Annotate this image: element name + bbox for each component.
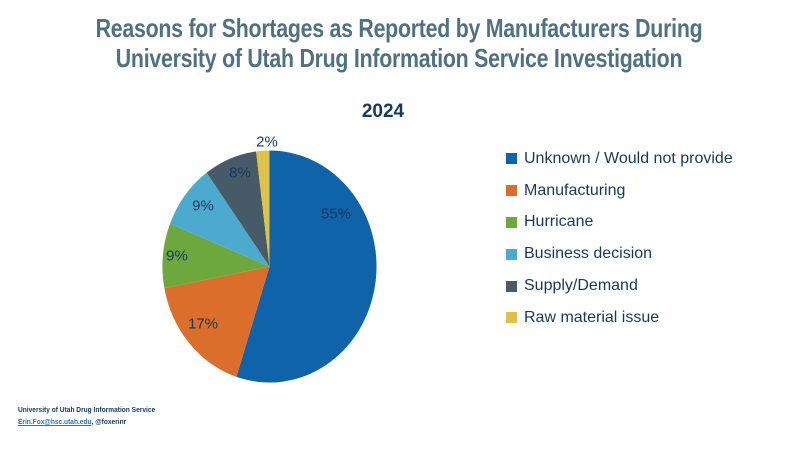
pie-slice-2 xyxy=(162,223,270,289)
legend-item-manufacturing: Manufacturing xyxy=(506,175,733,207)
pie-data-label-raw-material: 2% xyxy=(256,133,278,151)
pie-slice-0 xyxy=(236,150,377,383)
legend-swatch-raw-material xyxy=(506,312,517,324)
legend-item-business-decision: Business decision xyxy=(506,238,733,270)
legend-item-supply-demand: Supply/Demand xyxy=(506,270,733,302)
title-line-2: University of Utah Drug Information Serv… xyxy=(115,43,683,73)
legend-swatch-business-decision xyxy=(506,248,517,260)
footer-contact: Erin.Fox@hsc.utah.edu, @foxerinr xyxy=(18,416,155,428)
legend-label-raw-material: Raw material issue xyxy=(524,308,660,326)
chart-legend: Unknown / Would not provide Manufacturin… xyxy=(506,143,733,334)
footer-org-name: University of Utah Drug Information Serv… xyxy=(18,405,156,414)
pie-data-label-hurricane: 9% xyxy=(166,247,188,265)
email-link[interactable]: Erin.Fox@hsc.utah.edu xyxy=(18,417,92,426)
page-title: Reasons for Shortages as Reported by Man… xyxy=(72,13,726,73)
pie-data-label-manufacturing: 17% xyxy=(187,315,219,333)
chart-title-year: 2024 xyxy=(361,101,405,122)
legend-label-unknown: Unknown / Would not provide xyxy=(524,149,733,167)
pie-slice-5 xyxy=(256,150,270,267)
pie-slice-3 xyxy=(170,172,270,267)
legend-label-business-decision: Business decision xyxy=(524,245,653,263)
legend-swatch-unknown xyxy=(506,153,517,165)
pie-data-label-business-decision: 9% xyxy=(192,197,214,215)
pie-slice-1 xyxy=(164,266,270,377)
pie-data-label-unknown: 55% xyxy=(320,205,352,223)
legend-swatch-manufacturing xyxy=(506,185,517,197)
legend-label-supply-demand: Supply/Demand xyxy=(524,277,638,295)
footer-twitter-handle: , @foxerinr xyxy=(91,417,127,426)
legend-label-manufacturing: Manufacturing xyxy=(524,181,626,199)
pie-data-label-supply-demand: 8% xyxy=(229,164,251,182)
title-line-1: Reasons for Shortages as Reported by Man… xyxy=(95,13,703,43)
legend-item-unknown: Unknown / Would not provide xyxy=(506,143,733,175)
legend-item-hurricane: Hurricane xyxy=(506,207,733,239)
legend-swatch-supply-demand xyxy=(506,280,517,292)
pie-slice-4 xyxy=(206,151,270,267)
legend-item-raw-material: Raw material issue xyxy=(506,302,733,334)
legend-swatch-hurricane xyxy=(506,216,517,228)
legend-label-hurricane: Hurricane xyxy=(524,213,594,231)
footer: University of Utah Drug Information Serv… xyxy=(18,404,155,428)
